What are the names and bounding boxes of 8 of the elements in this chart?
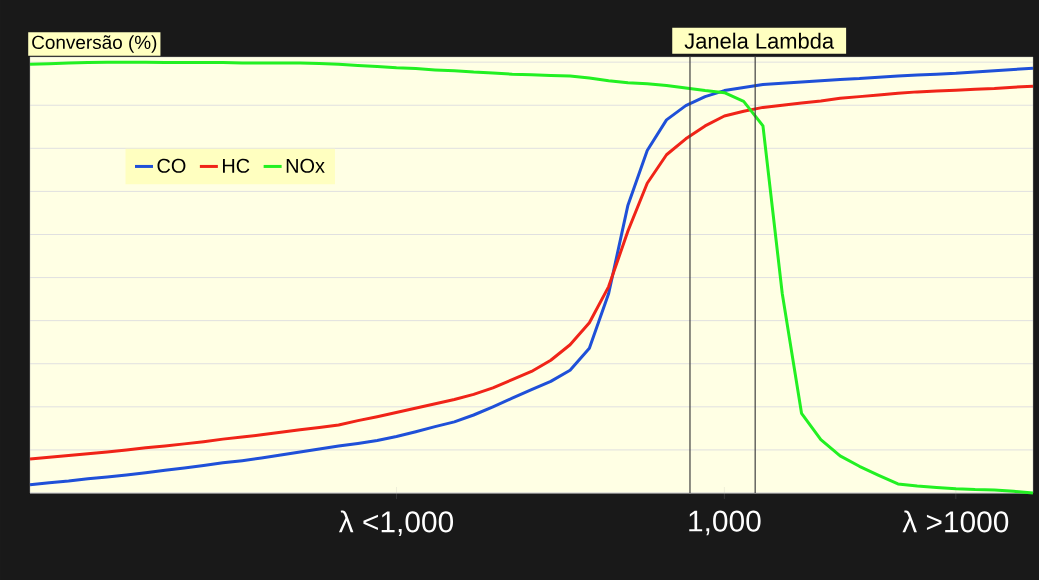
legend-label: HC bbox=[223, 158, 250, 173]
y-axis-title: Conversão (%) bbox=[32, 35, 157, 53]
legend-label: CO bbox=[157, 158, 186, 173]
x-tick-label: 1,000 bbox=[689, 510, 761, 536]
x-tick-label: λ >1000 bbox=[902, 510, 1009, 533]
x-tick-label: λ <1,000 bbox=[338, 510, 454, 536]
text: Janela Lambda bbox=[684, 32, 835, 49]
legend-label: NOx bbox=[286, 158, 325, 173]
